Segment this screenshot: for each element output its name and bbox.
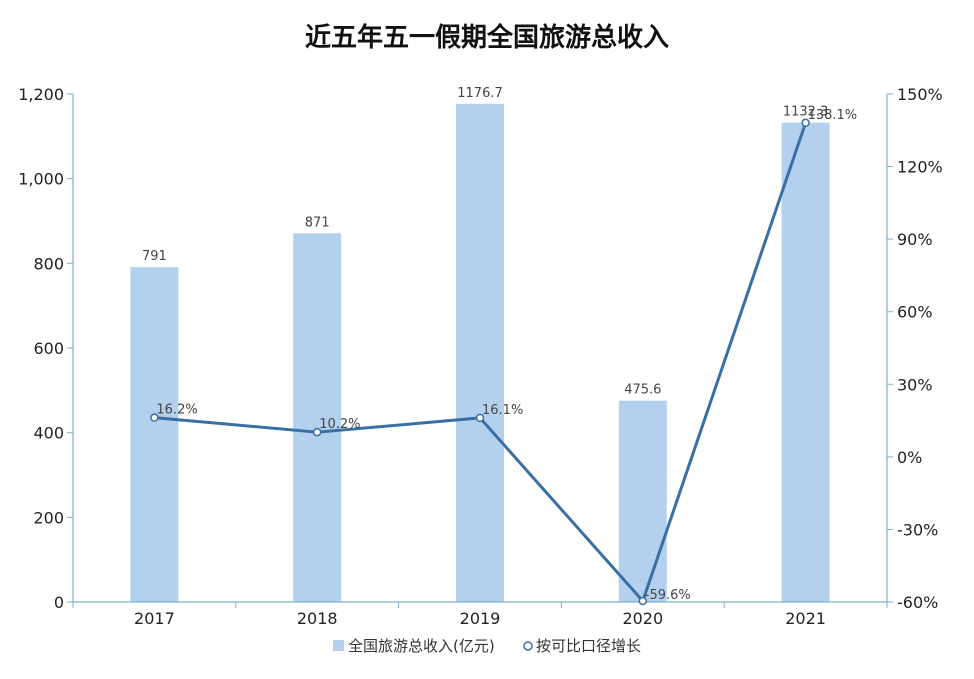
x-tick-label-2021: 2021: [785, 609, 826, 628]
bar-label-2019: 1176.7: [457, 86, 503, 101]
legend-bar-label: 全国旅游总收入(亿元): [348, 637, 495, 655]
left-tick-label: 0: [54, 593, 64, 612]
x-tick-label-2019: 2019: [460, 609, 501, 628]
growth-label-2021: 138.1%: [808, 108, 858, 123]
growth-label-2019: 16.1%: [482, 403, 523, 418]
growth-label-2020: -59.6%: [645, 588, 691, 603]
legend-line-marker: [523, 641, 533, 651]
right-tick-label: 90%: [897, 230, 933, 249]
left-tick-label: 400: [33, 424, 64, 443]
legend: 全国旅游总收入(亿元) 按可比口径增长: [333, 637, 641, 655]
right-tick-label: 120%: [897, 158, 943, 177]
right-tick-label: 150%: [897, 85, 943, 104]
bar-label-2021: 1132.3: [783, 105, 829, 120]
axes: 0 200 400 600 800 1,000 1,200 -60% -30% 0% 30% 60% 9…: [18, 85, 943, 628]
right-tick-label: -30%: [897, 520, 938, 539]
growth-point-2018: [312, 427, 322, 437]
growth-point-2019: [475, 413, 485, 423]
line-series: 16.2% 10.2% 16.1% -59.6% 138.1%: [150, 108, 858, 606]
bar-2019: [456, 103, 504, 602]
left-tick-label: 600: [33, 339, 64, 358]
bar-label-2017: 791: [142, 249, 167, 264]
x-tick-label-2018: 2018: [297, 609, 338, 628]
legend-line-label: 按可比口径增长: [536, 637, 641, 655]
left-tick-label: 800: [33, 254, 64, 273]
growth-label-2018: 10.2%: [319, 417, 360, 432]
bar-2018: [293, 233, 342, 602]
bar-2017: [130, 267, 179, 602]
bar-label-2018: 871: [305, 215, 330, 230]
bar-2020: [618, 400, 667, 602]
legend-bar-swatch: [333, 640, 344, 651]
growth-label-2017: 16.2%: [156, 403, 197, 418]
x-tick-label-2020: 2020: [622, 609, 663, 628]
left-tick-label: 1,000: [18, 170, 64, 189]
bar-label-2020: 475.6: [624, 383, 661, 398]
bar-2021: [781, 122, 830, 602]
x-tick-label-2017: 2017: [134, 609, 175, 628]
growth-point-2021: [801, 118, 810, 128]
bar-series: 791 871 1176.7 475.6 1132.3: [130, 86, 830, 602]
right-tick-label: 0%: [897, 448, 922, 467]
growth-point-2020: [638, 596, 648, 606]
left-tick-label: 200: [33, 508, 64, 527]
right-tick-label: -60%: [897, 593, 938, 612]
chart-title: 近五年五一假期全国旅游总收入: [305, 22, 669, 53]
left-tick-label: 1,200: [18, 85, 64, 104]
right-tick-label: 30%: [897, 375, 933, 394]
right-tick-label: 60%: [897, 303, 933, 322]
growth-point-2017: [150, 413, 159, 422]
